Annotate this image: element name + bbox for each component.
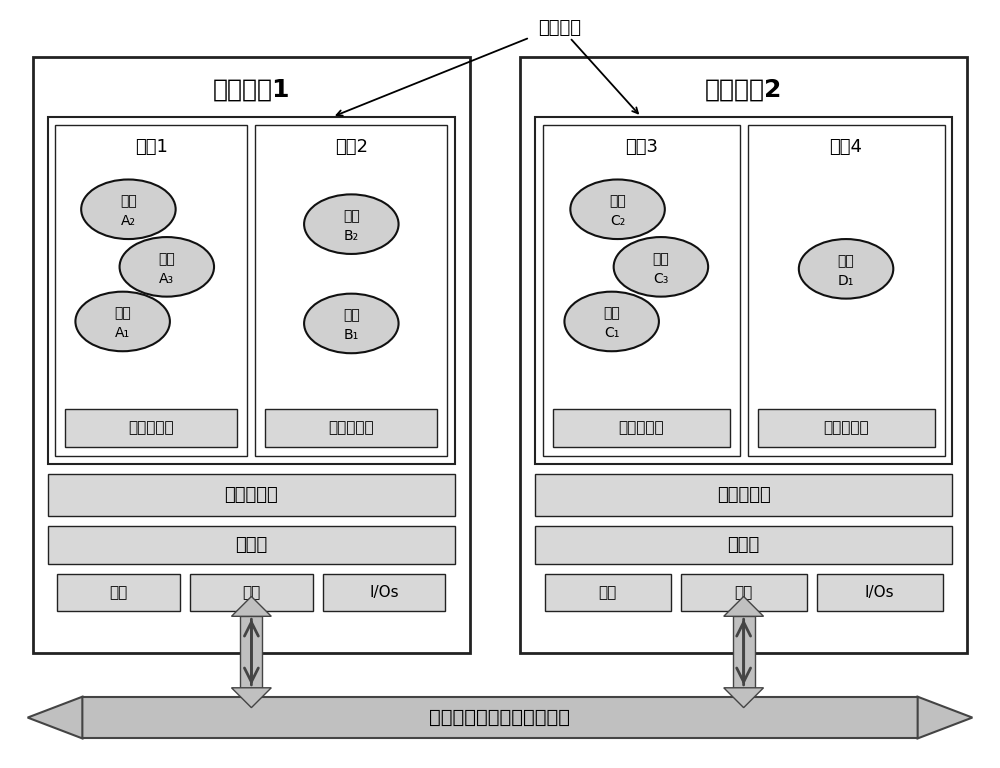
Ellipse shape — [81, 180, 176, 239]
Bar — [48, 475, 455, 516]
Bar — [758, 409, 935, 446]
Ellipse shape — [304, 194, 399, 254]
Text: 分区1: 分区1 — [135, 137, 168, 156]
Ellipse shape — [120, 237, 214, 296]
Text: 处理器: 处理器 — [728, 536, 760, 554]
Text: C₁: C₁ — [604, 326, 619, 340]
Polygon shape — [232, 597, 271, 616]
Bar — [520, 58, 967, 653]
Ellipse shape — [614, 237, 708, 296]
Text: 内存: 内存 — [110, 585, 128, 600]
Bar — [57, 574, 180, 611]
Polygon shape — [232, 688, 271, 707]
Text: B₁: B₁ — [344, 329, 359, 343]
Text: 网卡: 网卡 — [735, 585, 753, 600]
Bar — [82, 697, 918, 738]
Ellipse shape — [75, 292, 170, 351]
Bar — [543, 125, 740, 456]
Text: 内存: 内存 — [599, 585, 617, 600]
Text: 任务: 任务 — [114, 306, 131, 320]
Text: I/Os: I/Os — [865, 585, 894, 600]
Ellipse shape — [304, 293, 399, 353]
Bar — [323, 574, 445, 611]
Text: D₁: D₁ — [838, 273, 854, 288]
Text: 任务: 任务 — [653, 252, 669, 266]
Bar — [48, 117, 455, 465]
Text: 任务: 任务 — [158, 252, 175, 266]
Polygon shape — [724, 597, 764, 616]
Bar — [255, 125, 447, 456]
Text: 分区4: 分区4 — [830, 137, 863, 156]
Text: 任务: 任务 — [609, 194, 626, 208]
Text: 处理节点1: 处理节点1 — [213, 77, 290, 101]
Bar — [33, 58, 470, 653]
Text: 分区3: 分区3 — [625, 137, 658, 156]
Text: A₃: A₃ — [159, 272, 174, 286]
Bar — [535, 526, 952, 564]
Text: 系统分区: 系统分区 — [538, 18, 581, 37]
Text: 分区2: 分区2 — [335, 137, 368, 156]
Bar — [55, 125, 247, 456]
Ellipse shape — [564, 292, 659, 351]
Bar — [265, 409, 437, 446]
Text: 本地调度器: 本地调度器 — [129, 420, 174, 435]
Bar — [190, 574, 313, 611]
Text: C₂: C₂ — [610, 214, 625, 228]
Text: 全局调度器: 全局调度器 — [717, 486, 771, 504]
Text: 本地调度器: 本地调度器 — [823, 420, 869, 435]
Ellipse shape — [799, 239, 893, 299]
Text: 任务: 任务 — [343, 209, 360, 223]
Bar — [553, 409, 730, 446]
Text: B₂: B₂ — [344, 229, 359, 243]
Bar — [240, 616, 262, 688]
Polygon shape — [724, 688, 764, 707]
Bar — [733, 616, 755, 688]
Bar — [535, 117, 952, 465]
Text: 航空电子高速数据总线网络: 航空电子高速数据总线网络 — [430, 708, 570, 727]
Text: I/Os: I/Os — [369, 585, 399, 600]
Ellipse shape — [570, 180, 665, 239]
Text: 全局调度器: 全局调度器 — [225, 486, 278, 504]
Polygon shape — [918, 697, 972, 738]
Text: A₂: A₂ — [121, 214, 136, 228]
Text: 本地调度器: 本地调度器 — [329, 420, 374, 435]
Text: 任务: 任务 — [343, 309, 360, 323]
Text: C₃: C₃ — [653, 272, 669, 286]
Bar — [545, 574, 671, 611]
Text: 本地调度器: 本地调度器 — [618, 420, 664, 435]
Text: 处理器: 处理器 — [235, 536, 268, 554]
Polygon shape — [28, 697, 82, 738]
Bar — [535, 475, 952, 516]
Text: 任务: 任务 — [603, 306, 620, 320]
Text: 任务: 任务 — [838, 254, 854, 268]
Bar — [681, 574, 807, 611]
Text: 网卡: 网卡 — [242, 585, 261, 600]
Bar — [48, 526, 455, 564]
Text: 处理节点2: 处理节点2 — [705, 77, 782, 101]
Text: 任务: 任务 — [120, 194, 137, 208]
Bar — [748, 125, 945, 456]
Text: A₁: A₁ — [115, 326, 130, 340]
Bar — [65, 409, 237, 446]
Bar — [817, 574, 943, 611]
